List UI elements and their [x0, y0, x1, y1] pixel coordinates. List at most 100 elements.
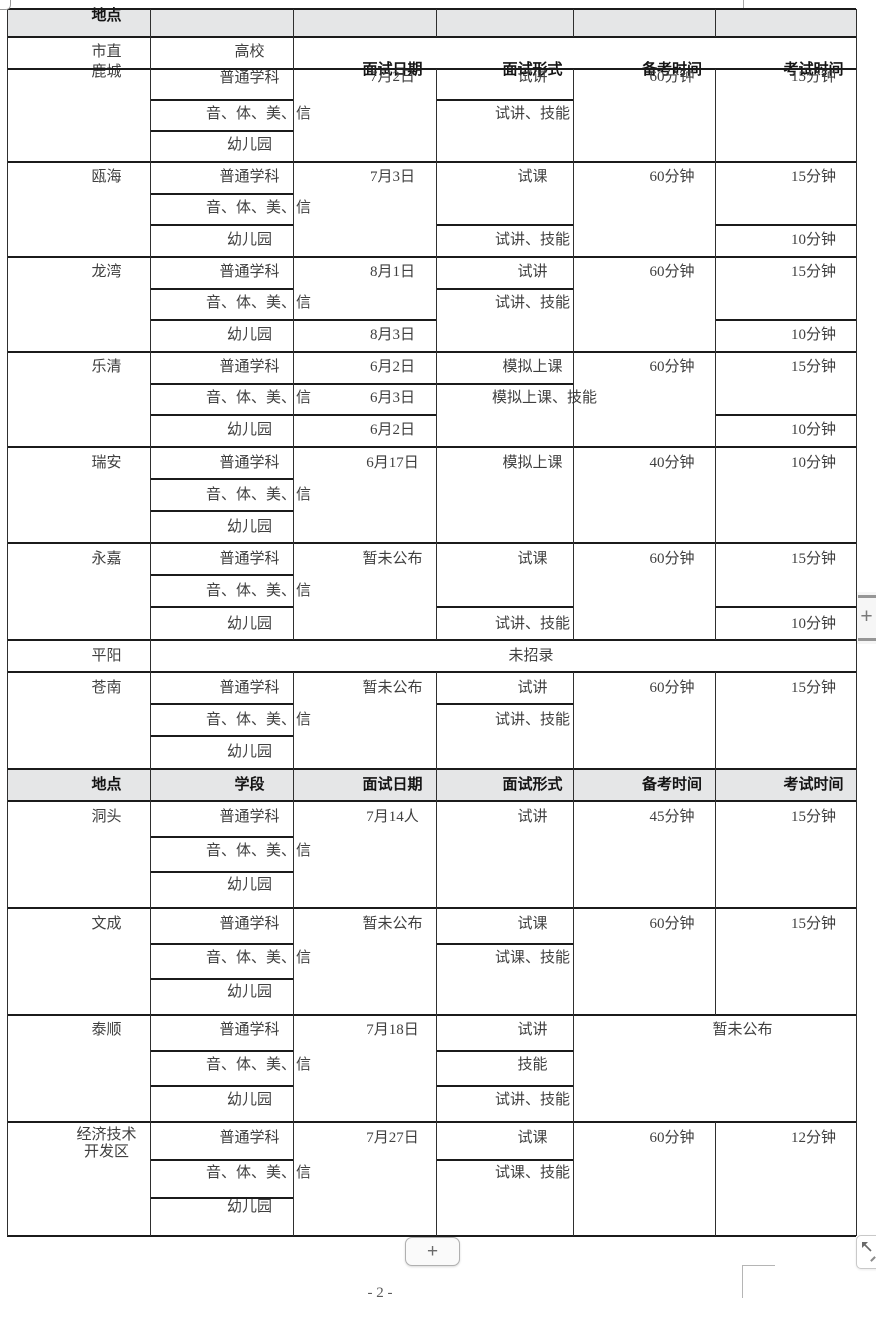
table-gridline	[715, 606, 856, 608]
table-gridline	[150, 574, 293, 576]
table-gridline	[436, 1159, 573, 1161]
table-cell: 试讲、技能	[494, 295, 570, 311]
table-cell: 幼儿园	[226, 616, 272, 632]
column-header: 面试日期	[362, 62, 423, 78]
table-gridline	[436, 703, 573, 705]
side-panel-handle[interactable]: +	[857, 592, 876, 644]
table-gridline	[150, 1159, 293, 1161]
table-cell: 7月3日	[369, 169, 415, 185]
table-cell: 15分钟	[790, 264, 836, 280]
table-gridline	[573, 69, 574, 640]
table-cell: 音、体、美、信	[206, 487, 312, 503]
table-cell: 40分钟	[649, 455, 695, 471]
table-gridline	[7, 639, 856, 641]
table-gridline	[7, 542, 856, 544]
table-cell: 8月3日	[369, 327, 415, 343]
table-cell: 音、体、美、信	[206, 106, 312, 122]
table-gridline	[150, 735, 293, 737]
table-cell: 10分钟	[790, 455, 836, 471]
table-gridline	[150, 130, 293, 132]
table-gridline	[150, 703, 293, 705]
bottom-margin-corner-mark	[742, 1265, 743, 1298]
table-cell: 试讲、技能	[494, 712, 570, 728]
header-row-band	[7, 9, 856, 37]
table-gridline	[436, 1050, 573, 1052]
table-gridline	[7, 907, 856, 909]
table-cell: 60分钟	[649, 680, 695, 696]
arrow-up-left-icon	[862, 1242, 872, 1252]
table-cell: 试课、技能	[494, 1165, 570, 1181]
table-cell: 15分钟	[790, 69, 836, 85]
table-cell: 音、体、美、信	[206, 295, 312, 311]
table-gridline	[436, 606, 573, 608]
table-cell: 60分钟	[649, 1130, 695, 1146]
table-cell: 音、体、美、信	[206, 712, 312, 728]
table-cell: 音、体、美、信	[206, 200, 312, 216]
table-gridline	[150, 99, 293, 101]
table-cell: 瑞安	[91, 455, 122, 471]
table-cell: 试讲	[517, 809, 548, 825]
table-cell: 音、体、美、信	[206, 950, 312, 966]
table-cell: 6月2日	[369, 359, 415, 375]
table-cell: 幼儿园	[226, 744, 272, 760]
table-cell: 15分钟	[790, 680, 836, 696]
table-gridline	[150, 478, 293, 480]
header-row-band	[7, 769, 856, 801]
table-gridline	[7, 161, 856, 163]
table-gridline	[856, 9, 857, 1236]
table-cell: 10分钟	[790, 232, 836, 248]
table-cell: 暂未公布	[362, 551, 423, 567]
table-cell: 高校	[234, 44, 265, 60]
table-cell: 6月2日	[369, 422, 415, 438]
add-button[interactable]: +	[405, 1237, 460, 1266]
table-cell: 试讲	[517, 264, 548, 280]
column-header: 地点	[91, 8, 122, 24]
table-cell: 60分钟	[649, 359, 695, 375]
table-gridline	[436, 99, 573, 101]
table-gridline	[715, 319, 856, 321]
table-gridline	[573, 672, 574, 1236]
table-cell: 暂未公布	[362, 680, 423, 696]
handle-bar	[858, 638, 876, 641]
table-gridline	[715, 414, 856, 416]
table-gridline	[436, 9, 437, 37]
selection-mode-button[interactable]	[856, 1235, 876, 1269]
bottom-margin-corner-mark	[742, 1265, 775, 1266]
table-cell: 乐清	[91, 359, 122, 375]
table-cell: 试讲	[517, 680, 548, 696]
table-gridline	[715, 1122, 716, 1236]
table-cell: 10分钟	[790, 616, 836, 632]
table-gridline	[150, 9, 151, 1236]
table-cell: 6月3日	[369, 390, 415, 406]
table-gridline	[7, 768, 856, 770]
table-gridline	[715, 672, 716, 1015]
table-gridline	[7, 68, 856, 70]
table-cell: 幼儿园	[226, 137, 272, 153]
table-cell: 普通学科	[219, 264, 280, 280]
table-cell: 试课	[517, 169, 548, 185]
table-gridline	[7, 351, 856, 353]
table-cell: 15分钟	[790, 916, 836, 932]
column-header: 备考时间	[641, 62, 702, 78]
table-cell: 普通学科	[219, 455, 280, 471]
table-cell: 8月1日	[369, 264, 415, 280]
table-cell: 龙湾	[91, 264, 122, 280]
table-cell: 音、体、美、信	[206, 583, 312, 599]
table-cell: 10分钟	[790, 422, 836, 438]
table-gridline	[436, 69, 437, 640]
table-gridline	[7, 1235, 856, 1237]
table-cell: 幼儿园	[226, 877, 272, 893]
table-cell: 苍南	[91, 680, 122, 696]
table-cell: 幼儿园	[226, 984, 272, 1000]
table-cell: 60分钟	[649, 264, 695, 280]
table-gridline	[7, 9, 8, 1236]
table-cell: 市直	[91, 44, 122, 60]
table-cell: 平阳	[91, 648, 122, 664]
table-cell: 技能	[517, 1057, 548, 1073]
table-gridline	[293, 672, 294, 1236]
table-cell: 鹿城	[91, 64, 122, 80]
table-cell: 7月14人	[366, 809, 419, 825]
table-cell: 普通学科	[219, 916, 280, 932]
table-gridline	[436, 1085, 573, 1087]
table-cell: 试讲、技能	[494, 106, 570, 122]
